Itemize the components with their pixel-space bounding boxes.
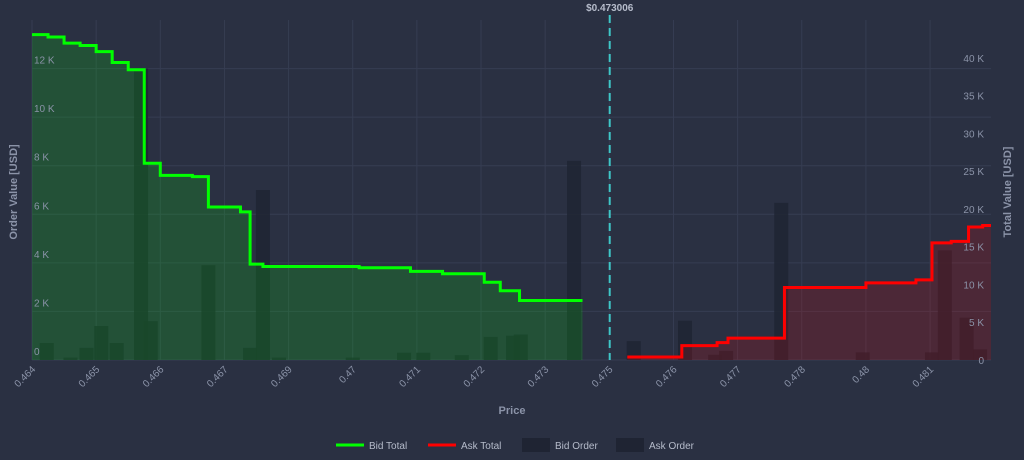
right-tick-label: 35 K [963,92,984,103]
x-tick-label: 0.472 [462,364,488,390]
order-bar [924,352,939,360]
x-axis-ticks: 0.464 0.465 0.466 0.467 0.469 0.47 0.471 0.472 0… [13,364,937,390]
total-lines [32,33,991,359]
right-tick-label: 30 K [963,129,984,140]
order-bar [483,336,498,360]
order-bar [255,190,270,360]
right-tick-label: 15 K [963,243,984,254]
x-tick-label: 0.467 [205,364,231,390]
order-bar [79,347,94,360]
x-tick-label: 0.469 [269,364,295,390]
legend-label: Bid Order [555,441,598,452]
x-tick-label: 0.476 [654,364,680,390]
order-bar [39,343,54,360]
legend: Bid Total Ask Total Bid Order Ask Order [336,438,695,452]
legend-label: Ask Total [461,441,501,452]
x-tick-label: 0.481 [911,364,937,390]
chart-grid [31,20,991,361]
order-bar [626,341,641,360]
left-tick-label: 2 K [34,298,49,309]
legend-swatch [522,438,550,452]
legend-label: Ask Order [649,441,695,452]
order-bar [454,355,469,360]
x-tick-label: 0.475 [590,364,616,390]
order-bar [567,160,582,360]
order-bar [109,343,124,360]
right-axis-ticks: 0 5 K 10 K 15 K 20 K 25 K 30 K 35 K 40 K [963,54,984,367]
x-tick-label: 0.478 [782,364,808,390]
left-tick-label: 4 K [34,250,49,261]
order-bars [39,68,988,361]
right-tick-label: 25 K [963,167,984,178]
total-area [627,225,991,360]
right-tick-label: 40 K [963,54,984,65]
right-tick-label: 10 K [963,280,984,291]
order-bar [416,352,431,360]
order-bar [708,354,723,360]
mid-price-label: $0.473006 [586,3,634,14]
legend-swatch [616,438,644,452]
left-tick-label: 6 K [34,201,49,212]
order-bar [345,357,360,360]
x-tick-label: 0.465 [77,364,103,390]
order-bar [719,350,734,360]
left-tick-label: 0 [34,347,40,358]
total-area [32,34,583,360]
total-line [627,224,991,359]
total-line [32,33,583,302]
order-bar [397,352,412,360]
order-bar [937,250,952,360]
x-tick-label: 0.47 [337,364,359,386]
left-axis-title: Order Value [USD] [8,144,20,240]
order-bar [271,357,286,360]
order-bar [973,349,988,360]
order-bar [63,357,78,360]
right-tick-label: 0 [978,356,984,367]
order-bar [243,347,258,360]
order-bar [513,334,528,360]
left-axis-ticks: 0 2 K 4 K 6 K 8 K 10 K 12 K [34,56,55,358]
x-tick-label: 0.471 [398,364,424,390]
right-tick-label: 20 K [963,205,984,216]
total-areas [32,34,991,360]
x-tick-label: 0.466 [141,364,167,390]
left-tick-label: 12 K [34,56,55,67]
left-tick-label: 10 K [34,104,55,115]
order-bar [855,352,870,360]
mid-price-marker: $0.473006 [586,3,634,360]
legend-label: Bid Total [369,441,407,452]
x-tick-label: 0.477 [718,364,744,390]
order-bar [94,326,109,360]
order-bar [201,265,216,360]
x-tick-label: 0.473 [526,364,552,390]
x-tick-label: 0.48 [850,364,872,386]
x-tick-label: 0.464 [13,364,39,390]
order-bar [959,317,974,360]
left-tick-label: 8 K [34,153,49,164]
right-tick-label: 5 K [969,318,984,329]
order-bar [143,321,158,360]
right-axis-title: Total Value [USD] [1002,146,1014,237]
x-axis-title: Price [499,405,526,417]
